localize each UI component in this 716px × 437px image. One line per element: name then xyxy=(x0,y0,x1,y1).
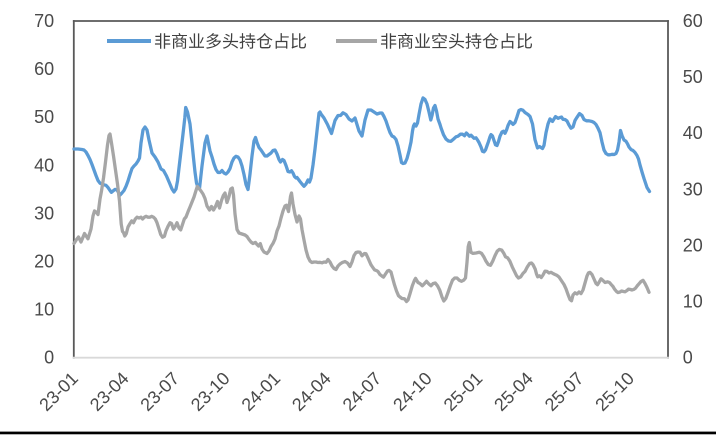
svg-text:10: 10 xyxy=(683,292,703,312)
svg-text:0: 0 xyxy=(44,348,54,368)
svg-text:60: 60 xyxy=(34,59,54,79)
svg-text:40: 40 xyxy=(34,155,54,175)
svg-text:30: 30 xyxy=(683,179,703,199)
svg-text:50: 50 xyxy=(683,67,703,87)
svg-text:10: 10 xyxy=(34,300,54,320)
svg-text:60: 60 xyxy=(683,11,703,31)
svg-text:20: 20 xyxy=(683,236,703,256)
svg-text:20: 20 xyxy=(34,252,54,272)
svg-text:40: 40 xyxy=(683,123,703,143)
svg-text:70: 70 xyxy=(34,11,54,31)
svg-text:30: 30 xyxy=(34,203,54,223)
svg-text:50: 50 xyxy=(34,107,54,127)
svg-text:0: 0 xyxy=(683,348,693,368)
